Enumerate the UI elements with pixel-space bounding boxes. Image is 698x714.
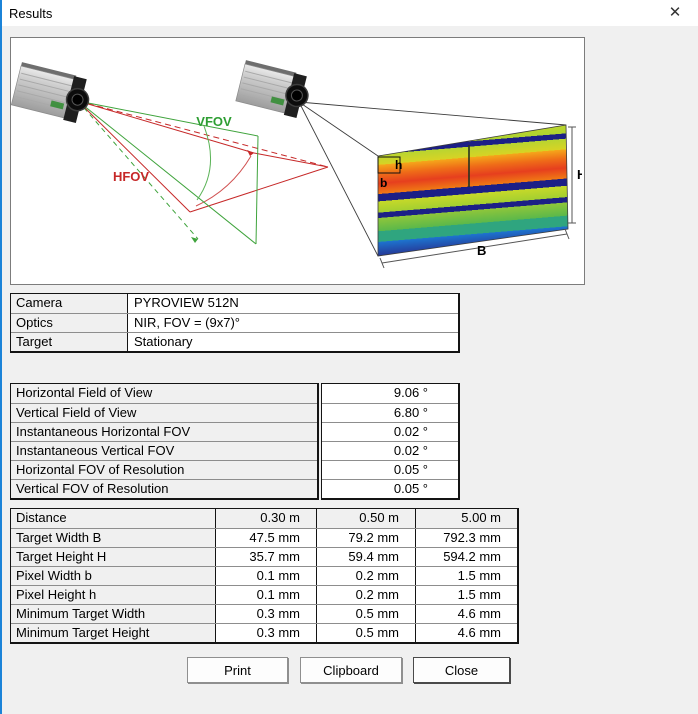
dias-logo bbox=[270, 96, 285, 106]
width-dimension-line bbox=[379, 228, 570, 269]
fov-label: Vertical Field of View bbox=[11, 403, 317, 422]
fov-label: Instantaneous Horizontal FOV bbox=[11, 422, 317, 441]
row-label: Pixel Height h bbox=[11, 586, 215, 604]
hfov-lines bbox=[77, 100, 329, 213]
table-row: Target Stationary bbox=[11, 332, 458, 351]
cell-value: 1.5 mm bbox=[415, 586, 517, 604]
table-row: Minimum Target Height 0.3 mm 0.5 mm 4.6 … bbox=[11, 623, 517, 642]
thermal-image bbox=[377, 124, 569, 257]
title-bar: Results ✕ bbox=[0, 0, 698, 26]
cell-value: 4.6 mm bbox=[415, 605, 517, 623]
target-height-label: H bbox=[577, 167, 582, 182]
table-row: Minimum Target Width 0.3 mm 0.5 mm 4.6 m… bbox=[11, 604, 517, 623]
table-row: Pixel Width b 0.1 mm 0.2 mm 1.5 mm bbox=[11, 566, 517, 585]
info-value: PYROVIEW 512N bbox=[134, 295, 239, 310]
pixel-height-label: h bbox=[395, 158, 402, 172]
table-row: Pixel Height h 0.1 mm 0.2 mm 1.5 mm bbox=[11, 585, 517, 604]
info-label: Camera bbox=[11, 294, 128, 313]
dias-logo bbox=[50, 100, 65, 110]
cell-value: 0.3 mm bbox=[215, 624, 316, 642]
height-dimension-line bbox=[568, 126, 576, 224]
fov-label: Instantaneous Vertical FOV bbox=[11, 441, 317, 460]
cell-value: 0.1 mm bbox=[215, 567, 316, 585]
fov-value: 0.05 ° bbox=[322, 479, 458, 498]
cell-value: 0.5 mm bbox=[316, 605, 415, 623]
close-icon[interactable]: ✕ bbox=[668, 4, 682, 21]
cell-value: 47.5 mm bbox=[215, 529, 316, 547]
fov-table-labels: Horizontal Field of View Vertical Field … bbox=[10, 383, 319, 500]
column-header: Distance bbox=[11, 509, 215, 528]
fov-value: 0.02 ° bbox=[322, 441, 458, 460]
fov-table-values: 9.06 ° 6.80 ° 0.02 ° 0.02 ° 0.05 ° 0.05 … bbox=[321, 383, 460, 500]
distance-table: Distance 0.30 m 0.50 m 5.00 m Target Wid… bbox=[10, 508, 519, 644]
row-label: Minimum Target Width bbox=[11, 605, 215, 623]
column-header: 0.50 m bbox=[316, 509, 415, 528]
vfov-lines bbox=[77, 100, 259, 245]
cell-value: 1.5 mm bbox=[415, 567, 517, 585]
fov-label: Horizontal FOV of Resolution bbox=[11, 460, 317, 479]
distance-header-row: Distance 0.30 m 0.50 m 5.00 m bbox=[11, 509, 517, 528]
row-label: Target Width B bbox=[11, 529, 215, 547]
cell-value: 0.5 mm bbox=[316, 624, 415, 642]
info-value: Stationary bbox=[134, 334, 193, 349]
table-row: Target Height H 35.7 mm 59.4 mm 594.2 mm bbox=[11, 547, 517, 566]
pixel-outline bbox=[377, 156, 401, 174]
row-label: Pixel Width b bbox=[11, 567, 215, 585]
row-label: Minimum Target Height bbox=[11, 624, 215, 642]
camera-fov-illustration-panel: VFOV HFOV bbox=[10, 37, 585, 285]
row-label: Target Height H bbox=[11, 548, 215, 566]
fov-value: 0.02 ° bbox=[322, 422, 458, 441]
fov-label: Vertical FOV of Resolution bbox=[11, 479, 317, 498]
cell-value: 0.2 mm bbox=[316, 586, 415, 604]
print-button[interactable]: Print bbox=[187, 657, 288, 683]
close-button[interactable]: Close bbox=[413, 657, 510, 683]
cell-value: 59.4 mm bbox=[316, 548, 415, 566]
info-value: NIR, FOV = (9x7)° bbox=[134, 315, 240, 330]
left-camera-illustration bbox=[11, 62, 90, 123]
table-row: Target Width B 47.5 mm 79.2 mm 792.3 mm bbox=[11, 528, 517, 547]
cell-value: 594.2 mm bbox=[415, 548, 517, 566]
vfov-label: VFOV bbox=[196, 114, 232, 129]
fov-value: 6.80 ° bbox=[322, 403, 458, 422]
cell-value: 0.1 mm bbox=[215, 586, 316, 604]
column-header: 5.00 m bbox=[415, 509, 517, 528]
clipboard-button[interactable]: Clipboard bbox=[300, 657, 402, 683]
pixel-width-label: b bbox=[380, 176, 387, 190]
info-label: Optics bbox=[11, 314, 128, 332]
window-title: Results bbox=[9, 6, 53, 21]
projection-lines bbox=[298, 101, 567, 257]
table-row: Optics NIR, FOV = (9x7)° bbox=[11, 313, 458, 332]
window-left-border bbox=[0, 0, 2, 714]
fov-value: 0.05 ° bbox=[322, 460, 458, 479]
fov-value: 9.06 ° bbox=[393, 385, 428, 400]
info-label: Target bbox=[11, 333, 128, 351]
column-header: 0.30 m bbox=[215, 509, 316, 528]
camera-fov-diagram: VFOV HFOV bbox=[11, 60, 582, 269]
cell-value: 79.2 mm bbox=[316, 529, 415, 547]
fov-label: Horizontal Field of View bbox=[16, 385, 153, 400]
camera-info-table: Camera PYROVIEW 512N Optics NIR, FOV = (… bbox=[10, 293, 460, 353]
table-row: Camera PYROVIEW 512N bbox=[11, 294, 458, 313]
cell-value: 4.6 mm bbox=[415, 624, 517, 642]
target-width-label: B bbox=[477, 243, 486, 258]
right-camera-illustration bbox=[235, 60, 309, 119]
cell-value: 792.3 mm bbox=[415, 529, 517, 547]
hfov-label: HFOV bbox=[113, 169, 149, 184]
cell-value: 35.7 mm bbox=[215, 548, 316, 566]
cell-value: 0.3 mm bbox=[215, 605, 316, 623]
cell-value: 0.2 mm bbox=[316, 567, 415, 585]
